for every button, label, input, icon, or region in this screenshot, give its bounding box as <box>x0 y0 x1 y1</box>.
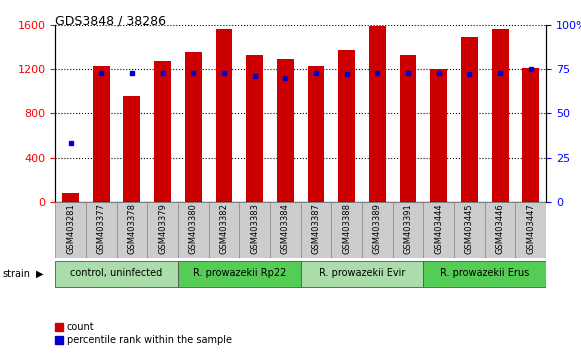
Bar <box>331 202 362 258</box>
Bar <box>154 61 171 202</box>
Text: GSM403380: GSM403380 <box>189 204 198 255</box>
Text: R. prowazekii Erus: R. prowazekii Erus <box>440 268 529 278</box>
Bar <box>362 202 393 258</box>
Bar <box>393 202 424 258</box>
Bar <box>209 202 239 258</box>
Bar <box>277 59 294 202</box>
Bar <box>178 261 301 287</box>
Bar <box>461 37 478 202</box>
Bar <box>62 193 79 202</box>
Bar <box>424 261 546 287</box>
Text: ▶: ▶ <box>36 269 44 279</box>
Text: GSM403281: GSM403281 <box>66 204 75 254</box>
Text: GSM403378: GSM403378 <box>127 204 137 255</box>
Bar <box>400 55 417 202</box>
Text: GSM403389: GSM403389 <box>373 204 382 255</box>
Bar <box>55 261 178 287</box>
Text: GSM403447: GSM403447 <box>526 204 535 254</box>
Text: GSM403382: GSM403382 <box>220 204 228 255</box>
Text: GSM403391: GSM403391 <box>404 204 413 254</box>
Bar <box>270 202 301 258</box>
Text: GSM403446: GSM403446 <box>496 204 505 254</box>
Legend: count, percentile rank within the sample: count, percentile rank within the sample <box>51 319 236 349</box>
Bar <box>424 202 454 258</box>
Text: GSM403444: GSM403444 <box>434 204 443 254</box>
Bar <box>454 202 485 258</box>
Text: GSM403384: GSM403384 <box>281 204 290 255</box>
Text: control, uninfected: control, uninfected <box>70 268 163 278</box>
Bar <box>431 69 447 202</box>
Bar <box>239 202 270 258</box>
Bar <box>369 26 386 202</box>
Bar <box>147 202 178 258</box>
Text: R. prowazekii Rp22: R. prowazekii Rp22 <box>193 268 286 278</box>
Text: GSM403379: GSM403379 <box>158 204 167 255</box>
Bar <box>55 202 86 258</box>
Bar <box>301 202 331 258</box>
Bar <box>492 29 508 202</box>
Text: GDS3848 / 38286: GDS3848 / 38286 <box>55 14 166 27</box>
Text: GSM403383: GSM403383 <box>250 204 259 255</box>
Bar <box>485 202 515 258</box>
Bar <box>216 29 232 202</box>
Bar <box>178 202 209 258</box>
Text: GSM403377: GSM403377 <box>96 204 106 255</box>
Bar <box>93 66 110 202</box>
Bar <box>522 68 539 202</box>
Bar <box>117 202 147 258</box>
Text: GSM403445: GSM403445 <box>465 204 474 254</box>
Bar <box>124 96 141 202</box>
Text: GSM403387: GSM403387 <box>311 204 321 255</box>
Bar <box>307 66 324 202</box>
Bar <box>86 202 117 258</box>
Bar <box>185 52 202 202</box>
Bar <box>246 55 263 202</box>
Bar <box>301 261 424 287</box>
Text: GSM403388: GSM403388 <box>342 204 351 255</box>
Text: R. prowazekii Evir: R. prowazekii Evir <box>319 268 405 278</box>
Text: strain: strain <box>3 269 31 279</box>
Bar <box>515 202 546 258</box>
Bar <box>338 50 355 202</box>
